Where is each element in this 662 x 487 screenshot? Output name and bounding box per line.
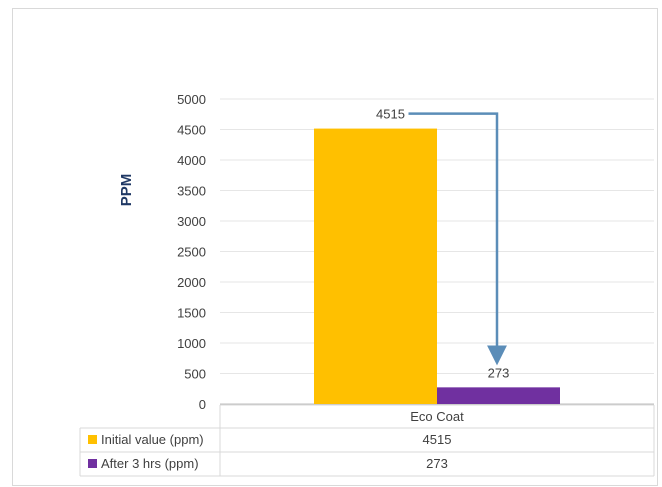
legend-after: After 3 hrs (ppm) <box>101 456 199 471</box>
data-label-after: 273 <box>488 365 510 380</box>
y-tick-label: 1000 <box>177 336 206 351</box>
table-value-initial: 4515 <box>423 432 452 447</box>
y-tick-label: 4500 <box>177 123 206 138</box>
y-tick-label: 2500 <box>177 245 206 260</box>
y-tick-label: 4000 <box>177 153 206 168</box>
bar-initial <box>314 128 437 404</box>
data-label-initial: 4515 <box>376 107 405 122</box>
data-table <box>79 404 655 477</box>
y-tick-label: 3500 <box>177 184 206 199</box>
legend-swatch-after <box>88 459 97 468</box>
y-axis-tick-labels: 0 500 1000 1500 2000 2500 3000 3500 4000 4500 5000 <box>177 92 206 412</box>
y-tick-label: 0 <box>199 397 206 412</box>
bar-after <box>437 387 560 404</box>
decrease-arrow <box>408 112 507 366</box>
y-tick-label: 2000 <box>177 275 206 290</box>
legend-initial: Initial value (ppm) <box>101 432 204 447</box>
table-value-after: 273 <box>426 456 448 471</box>
y-tick-label: 1500 <box>177 306 206 321</box>
y-tick-label: 500 <box>184 367 206 382</box>
y-axis-title: PPM <box>118 174 135 207</box>
bars <box>314 128 560 404</box>
y-tick-label: 5000 <box>177 92 206 107</box>
legend-swatch-initial <box>88 435 97 444</box>
table-category-header: Eco Coat <box>410 409 464 424</box>
y-tick-label: 3000 <box>177 214 206 229</box>
